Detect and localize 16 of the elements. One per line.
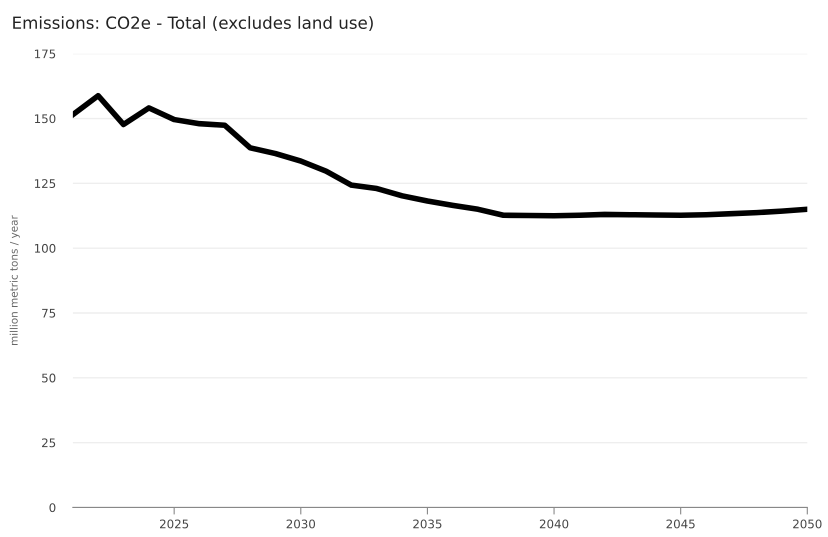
- y-tick-label: 0: [49, 503, 56, 512]
- x-tick-label: 2025: [160, 519, 188, 528]
- y-tick-label: 25: [42, 438, 56, 448]
- y-tick-label: 125: [34, 179, 56, 188]
- x-tick-label: 2050: [793, 519, 822, 528]
- y-tick-label: 175: [34, 50, 56, 58]
- x-tick-label: 2040: [540, 519, 568, 528]
- y-tick-label: 75: [42, 308, 56, 318]
- y-tick-label: 50: [42, 374, 56, 382]
- y-tick-label: 150: [34, 114, 56, 124]
- x-tick-label: 2030: [286, 519, 316, 528]
- x-tick-label: 2035: [413, 519, 442, 528]
- chart-title: Emissions: CO2e - Total (excludes land use): [13, 16, 373, 31]
- y-tick-label: 100: [34, 244, 56, 253]
- y-axis-title: million metric tons / year: [10, 215, 20, 345]
- x-tick-label: 2045: [666, 519, 695, 528]
